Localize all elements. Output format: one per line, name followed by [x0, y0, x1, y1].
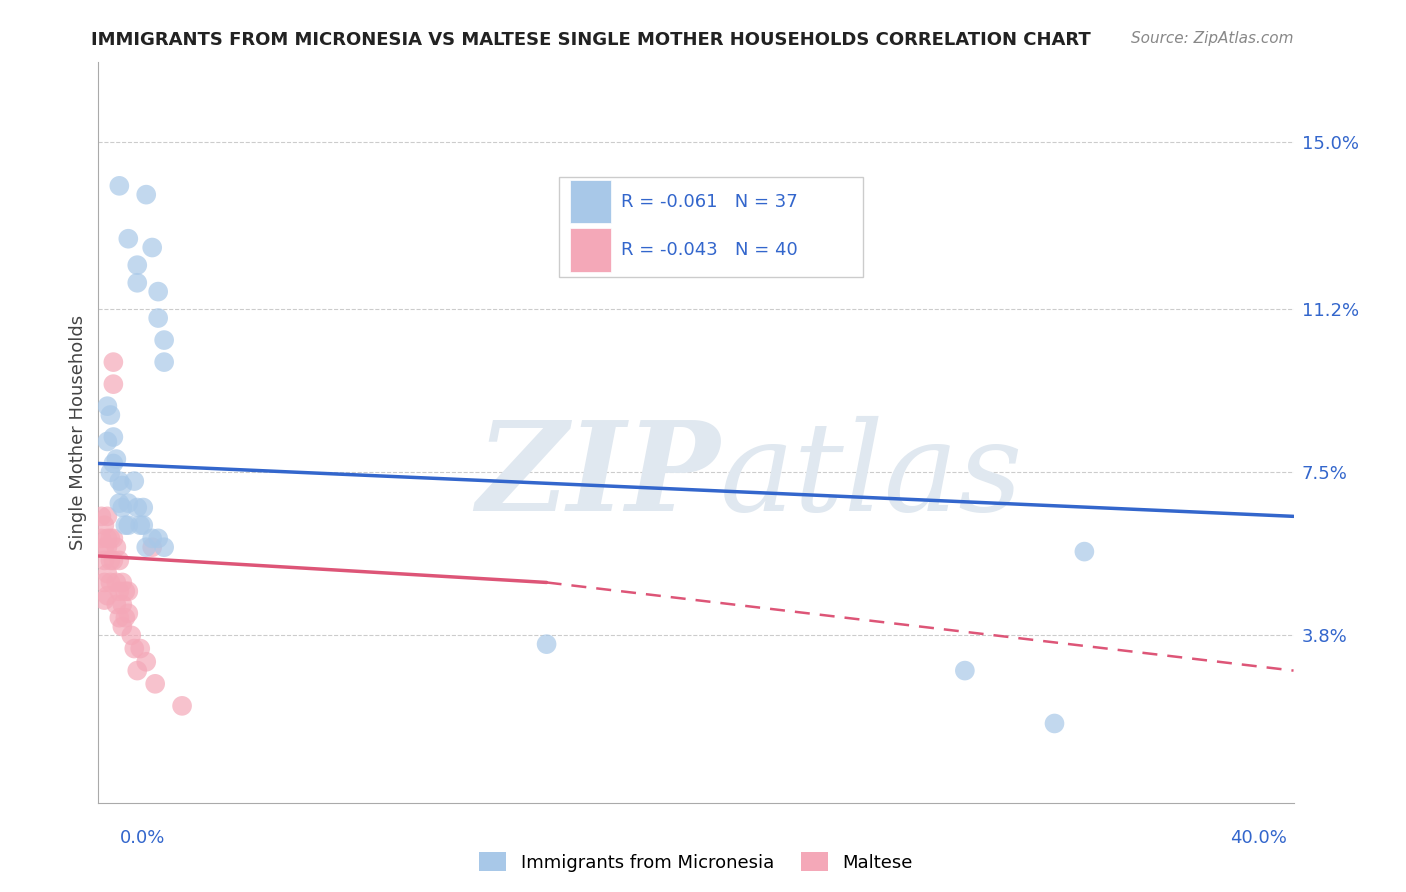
Point [111, 478, 134, 492]
Point [98, 532, 122, 546]
Point [108, 584, 131, 599]
Point [148, 532, 170, 546]
Point [127, 500, 149, 515]
Point [141, 540, 163, 554]
Point [105, 598, 128, 612]
Point [96, 509, 118, 524]
Point [103, 553, 125, 567]
Point [103, 355, 125, 369]
Point [98, 465, 122, 479]
Point [127, 664, 149, 678]
Point [114, 584, 136, 599]
Point [1073, 544, 1095, 558]
Point [96, 434, 118, 449]
Y-axis label: Single Mother Households: Single Mother Households [69, 315, 87, 550]
Point [96, 589, 118, 603]
Point [172, 698, 194, 713]
Point [132, 518, 155, 533]
Point [141, 532, 163, 546]
FancyBboxPatch shape [571, 180, 612, 224]
Point [90, 509, 112, 524]
Point [143, 677, 166, 691]
Text: Source: ZipAtlas.com: Source: ZipAtlas.com [1130, 31, 1294, 46]
Point [124, 474, 146, 488]
Point [96, 532, 118, 546]
Point [96, 399, 118, 413]
Point [103, 430, 125, 444]
Point [117, 232, 139, 246]
Point [153, 540, 176, 554]
Point [93, 553, 115, 567]
FancyBboxPatch shape [558, 178, 863, 277]
Point [153, 333, 176, 347]
Point [96, 566, 118, 581]
Text: 0.0%: 0.0% [120, 829, 165, 847]
Point [135, 187, 157, 202]
Legend: Immigrants from Micronesia, Maltese: Immigrants from Micronesia, Maltese [472, 845, 920, 879]
Text: R = -0.061   N = 37: R = -0.061 N = 37 [620, 193, 797, 211]
Text: ZIP: ZIP [477, 417, 720, 538]
Text: IMMIGRANTS FROM MICRONESIA VS MALTESE SINGLE MOTHER HOUSEHOLDS CORRELATION CHART: IMMIGRANTS FROM MICRONESIA VS MALTESE SI… [91, 31, 1091, 49]
Point [117, 496, 139, 510]
Point [114, 518, 136, 533]
Point [98, 553, 122, 567]
Point [105, 452, 128, 467]
Point [111, 575, 134, 590]
Point [135, 655, 157, 669]
Point [103, 532, 125, 546]
Text: R = -0.043   N = 40: R = -0.043 N = 40 [620, 241, 797, 259]
Point [120, 628, 142, 642]
Point [129, 641, 152, 656]
Point [1043, 716, 1066, 731]
Point [132, 500, 155, 515]
Point [103, 377, 125, 392]
Point [148, 311, 170, 326]
Point [93, 575, 115, 590]
Point [108, 553, 131, 567]
Point [111, 500, 134, 515]
Point [108, 474, 131, 488]
Point [117, 607, 139, 621]
Point [127, 258, 149, 272]
Point [117, 584, 139, 599]
Point [105, 540, 128, 554]
Point [108, 610, 131, 624]
Point [105, 575, 128, 590]
Point [98, 575, 122, 590]
Point [108, 496, 131, 510]
Point [117, 518, 139, 533]
Point [953, 664, 976, 678]
Point [108, 178, 131, 193]
Text: atlas: atlas [720, 417, 1024, 538]
Point [127, 276, 149, 290]
Point [93, 593, 115, 607]
Point [114, 610, 136, 624]
Point [96, 540, 118, 554]
Point [129, 518, 152, 533]
Point [153, 355, 176, 369]
Point [90, 532, 112, 546]
Point [124, 641, 146, 656]
Point [141, 240, 163, 255]
Point [536, 637, 558, 651]
Point [111, 598, 134, 612]
FancyBboxPatch shape [571, 228, 612, 271]
Point [93, 518, 115, 533]
Point [98, 408, 122, 422]
Point [148, 285, 170, 299]
Point [93, 540, 115, 554]
Text: 40.0%: 40.0% [1230, 829, 1286, 847]
Point [135, 540, 157, 554]
Point [103, 457, 125, 471]
Point [111, 619, 134, 633]
